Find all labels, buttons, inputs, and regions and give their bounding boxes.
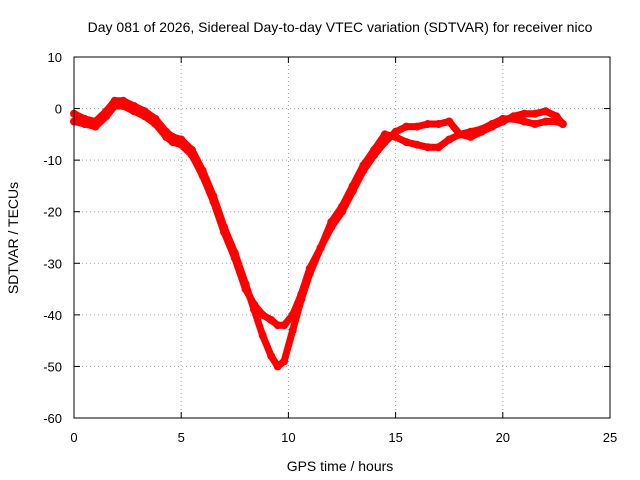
series-1-point (288, 326, 297, 335)
series-1-point (445, 135, 454, 144)
series-1-point (423, 143, 432, 152)
y-tick-label: -10 (43, 153, 62, 168)
series-2-point (552, 112, 561, 121)
series-2-point (177, 140, 186, 149)
series-1-point (280, 357, 289, 366)
y-tick-label: -60 (43, 411, 62, 426)
series-2-point (402, 122, 411, 131)
y-tick-label: -40 (43, 308, 62, 323)
series-2-point (258, 310, 267, 319)
x-tick-label: 5 (178, 430, 185, 445)
axis-ticks: 0 5 10 15 20 25 10 0 -10 -20 -30 -40 -50 -60 (43, 50, 617, 445)
series-2-point (280, 321, 289, 330)
series-2-point (162, 132, 171, 141)
series-2-point (488, 122, 497, 131)
series-2-point (509, 112, 518, 121)
series-2-point (168, 138, 177, 147)
series-1-point (413, 140, 421, 149)
series-2-point (558, 120, 567, 128)
series-2-point (273, 321, 282, 330)
plot-frame (73, 56, 611, 419)
series-2-point (130, 107, 138, 116)
series-1-point (531, 120, 539, 128)
x-axis-label: GPS time / hours (287, 458, 394, 474)
series-2-point (220, 228, 229, 237)
series-1-point (402, 138, 411, 147)
y-tick-label: 10 (48, 50, 62, 65)
y-tick-label: -50 (43, 359, 62, 374)
series-2-point (455, 130, 464, 139)
series-2-point (316, 243, 325, 252)
series-2-point (477, 127, 486, 136)
series-2-point (91, 122, 100, 131)
series-2-point (541, 107, 550, 116)
x-tick-label: 25 (603, 430, 617, 445)
y-tick-label: 0 (55, 102, 62, 117)
x-tick-label: 20 (496, 430, 510, 445)
series-2-point (241, 285, 250, 294)
series-2-point (370, 151, 379, 159)
series-2-point (348, 187, 357, 196)
series-2-point (498, 117, 507, 126)
series-layer (70, 96, 567, 371)
series-2-point (110, 102, 119, 110)
series-2-point (288, 310, 297, 319)
y-tick-label: -30 (43, 256, 62, 271)
series-2-point (327, 223, 336, 232)
series-2-point (531, 109, 539, 118)
series-1-point (541, 117, 550, 126)
series-1-point (258, 331, 267, 340)
series-2-point (434, 120, 443, 128)
series-1-point (434, 143, 443, 152)
x-tick-label: 0 (70, 430, 77, 445)
series-1-point (273, 362, 282, 371)
series-2-point (140, 112, 149, 121)
series-2-point (423, 120, 432, 128)
series-2-point (102, 112, 111, 121)
series-2-point (209, 197, 218, 206)
series-2-point (198, 171, 207, 180)
chart-title: Day 081 of 2026, Sidereal Day-to-day VTE… (88, 19, 593, 35)
x-tick-label: 10 (281, 430, 295, 445)
series-2-point (445, 117, 454, 126)
series-2-point (119, 102, 128, 110)
x-tick-label: 15 (388, 430, 402, 445)
series-1-point (267, 352, 276, 361)
series-2-point (151, 120, 160, 128)
series-2-point (520, 109, 529, 118)
series-2-point (297, 290, 306, 299)
series-line-2 (70, 102, 567, 329)
series-2-point (338, 207, 346, 216)
series-2-point (359, 166, 368, 175)
series-2-point (305, 264, 314, 273)
series-1-point (520, 117, 529, 126)
series-2-point (230, 254, 239, 263)
series-2-point (413, 122, 421, 131)
series-2-point (380, 138, 389, 147)
y-tick-label: -20 (43, 205, 62, 220)
y-axis-label: SDTVAR / TECUs (5, 182, 21, 294)
series-line-1 (70, 97, 567, 370)
series-2-point (466, 132, 475, 141)
series-2-point (80, 120, 89, 128)
series-2-point (267, 316, 276, 324)
series-2-point (250, 300, 259, 309)
series-2-point (187, 151, 196, 159)
series-2-point (391, 127, 400, 136)
